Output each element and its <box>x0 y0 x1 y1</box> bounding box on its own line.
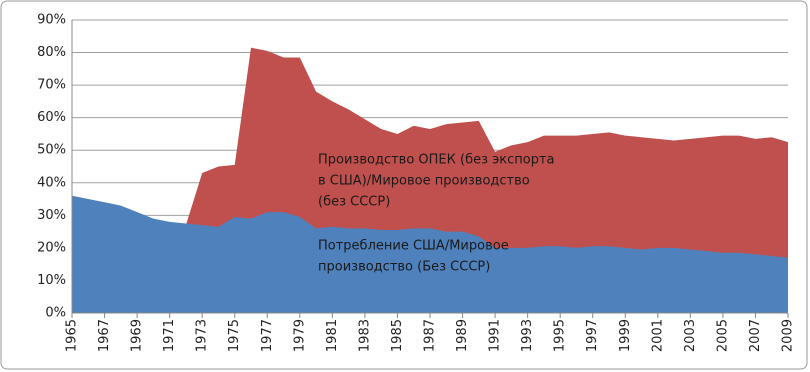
x-tick-label: 1993 <box>520 319 535 352</box>
x-tick-label: 2005 <box>715 319 730 352</box>
area <box>72 195 788 313</box>
x-tick-label: 2009 <box>781 319 796 352</box>
annotation: производство (Без СССР) <box>318 260 490 275</box>
x-tick-label: 1969 <box>130 319 145 352</box>
x-tick-label: 1977 <box>260 319 275 352</box>
x-tick-label: 1967 <box>97 319 112 352</box>
y-tick-label: 70% <box>37 78 66 93</box>
x-tick-label: 1965 <box>65 319 80 352</box>
y-tick-label: 60% <box>37 110 66 125</box>
x-tick-label: 1995 <box>553 319 568 352</box>
x-tick-label: 1973 <box>195 319 210 352</box>
x-tick-label: 1989 <box>455 319 470 352</box>
annotation: (без СССР) <box>318 195 390 210</box>
x-tick-label: 1983 <box>357 319 372 352</box>
x-tick-label: 2001 <box>650 319 665 352</box>
x-tick-label: 1979 <box>292 319 307 352</box>
x-tick-label: 1985 <box>390 319 405 352</box>
y-tick-label: 30% <box>37 208 66 223</box>
annotation: Потребление США/Мировое <box>318 239 509 254</box>
x-tick-label: 1987 <box>423 319 438 352</box>
x-tick-label: 1991 <box>488 319 503 352</box>
x-tick-label: 2007 <box>748 319 763 352</box>
x-tick-label: 1971 <box>162 319 177 352</box>
x-tick-label: 1997 <box>585 319 600 352</box>
x-tick-label: 1999 <box>618 319 633 352</box>
y-tick-label: 50% <box>37 143 66 158</box>
annotation: Производство ОПЕК (без экспорта <box>318 153 555 168</box>
y-tick-label: 0% <box>45 306 66 321</box>
y-tick-label: 90% <box>37 13 66 28</box>
x-tick-label: 2003 <box>683 319 698 352</box>
y-tick-label: 10% <box>37 273 66 288</box>
y-tick-label: 40% <box>37 175 66 190</box>
y-tick-label: 80% <box>37 45 66 60</box>
x-tick-label: 1981 <box>325 319 340 352</box>
annotation: в США)/Мировое производство <box>318 174 530 189</box>
x-tick-label: 1975 <box>227 319 242 352</box>
y-tick-label: 20% <box>37 240 66 255</box>
